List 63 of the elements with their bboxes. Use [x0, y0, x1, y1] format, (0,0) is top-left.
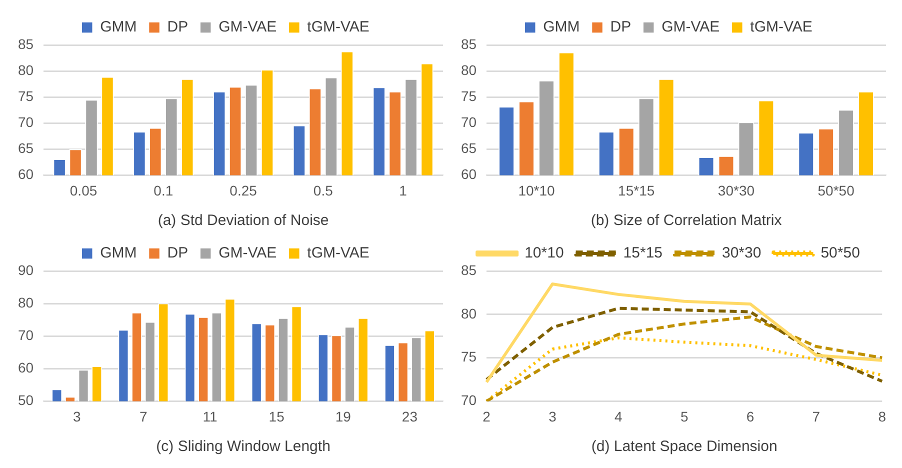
y-tick-label: 70: [18, 114, 34, 130]
y-tick-label: 70: [18, 326, 34, 343]
legend-label: GMM: [543, 18, 580, 36]
x-tick-label: 50*50: [818, 182, 855, 198]
x-tick-label: 5: [680, 408, 688, 424]
y-tick-label: 60: [18, 360, 34, 376]
y-tick-label: 85: [460, 36, 477, 52]
legend-label: 50*50: [820, 244, 860, 262]
y-tick-label: 85: [460, 262, 477, 278]
legend-label: tGM-VAE: [307, 18, 370, 36]
x-tick-label: 30*30: [718, 182, 755, 198]
legend-label: DP: [610, 18, 632, 36]
y-tick-label: 65: [18, 140, 34, 156]
legend-label: GM-VAE: [218, 18, 277, 36]
y-tick-label: 60: [460, 166, 477, 182]
legend-label: 10*10: [524, 244, 564, 262]
legend-label: GMM: [100, 18, 137, 36]
x-tick-label: 3: [548, 408, 557, 424]
x-tick-label: 19: [335, 408, 352, 424]
legend-label: GM-VAE: [662, 18, 720, 36]
legend-label: GM-VAE: [218, 244, 277, 262]
y-tick-label: 70: [460, 114, 477, 130]
y-tick-label: 80: [18, 294, 34, 310]
y-tick-label: 65: [460, 140, 477, 156]
y-tick-label: 90: [18, 262, 34, 278]
y-tick-label: 60: [18, 166, 34, 182]
x-tick-label: 1: [399, 182, 408, 198]
y-tick-label: 75: [460, 88, 477, 104]
legend-label: DP: [167, 244, 188, 262]
y-tick-label: 85: [18, 36, 34, 52]
legend-label: tGM-VAE: [307, 244, 370, 262]
x-tick-label: 0.1: [154, 182, 174, 198]
y-tick-label: 50: [18, 392, 34, 408]
x-tick-label: 4: [614, 408, 623, 424]
x-tick-label: 10*10: [518, 182, 556, 198]
x-axis-title: (a) Std Deviation of Noise: [158, 212, 329, 230]
y-tick-label: 75: [18, 88, 34, 104]
legend-label: tGM-VAE: [750, 18, 812, 36]
x-tick-label: 8: [878, 408, 886, 424]
y-tick-label: 70: [460, 392, 477, 408]
legend-label: 30*30: [722, 244, 762, 262]
x-tick-label: 11: [202, 408, 218, 424]
x-tick-label: 0.25: [230, 182, 258, 198]
legend-label: DP: [167, 18, 188, 36]
x-tick-label: 0.5: [313, 182, 334, 198]
y-tick-label: 80: [460, 305, 477, 322]
x-tick-label: 15: [268, 408, 285, 424]
x-tick-label: 3: [72, 408, 81, 424]
x-axis-title: (c) Sliding Window Length: [156, 438, 330, 456]
x-axis-title: (b) Size of Correlation Matrix: [590, 212, 782, 230]
y-tick-label: 75: [460, 348, 477, 365]
x-tick-label: 7: [140, 408, 148, 424]
legend-label: 15*15: [623, 244, 663, 262]
x-tick-label: 0.05: [70, 182, 98, 198]
x-tick-label: 15*15: [618, 182, 655, 198]
x-tick-label: 2: [482, 408, 491, 424]
y-tick-label: 80: [18, 62, 34, 78]
x-tick-label: 23: [402, 408, 418, 424]
y-tick-label: 80: [460, 62, 477, 78]
x-tick-label: 7: [812, 408, 820, 424]
legend-label: GMM: [100, 244, 137, 262]
x-tick-label: 6: [746, 408, 754, 424]
x-axis-title: (d) Latent Space Dimension: [591, 438, 778, 456]
